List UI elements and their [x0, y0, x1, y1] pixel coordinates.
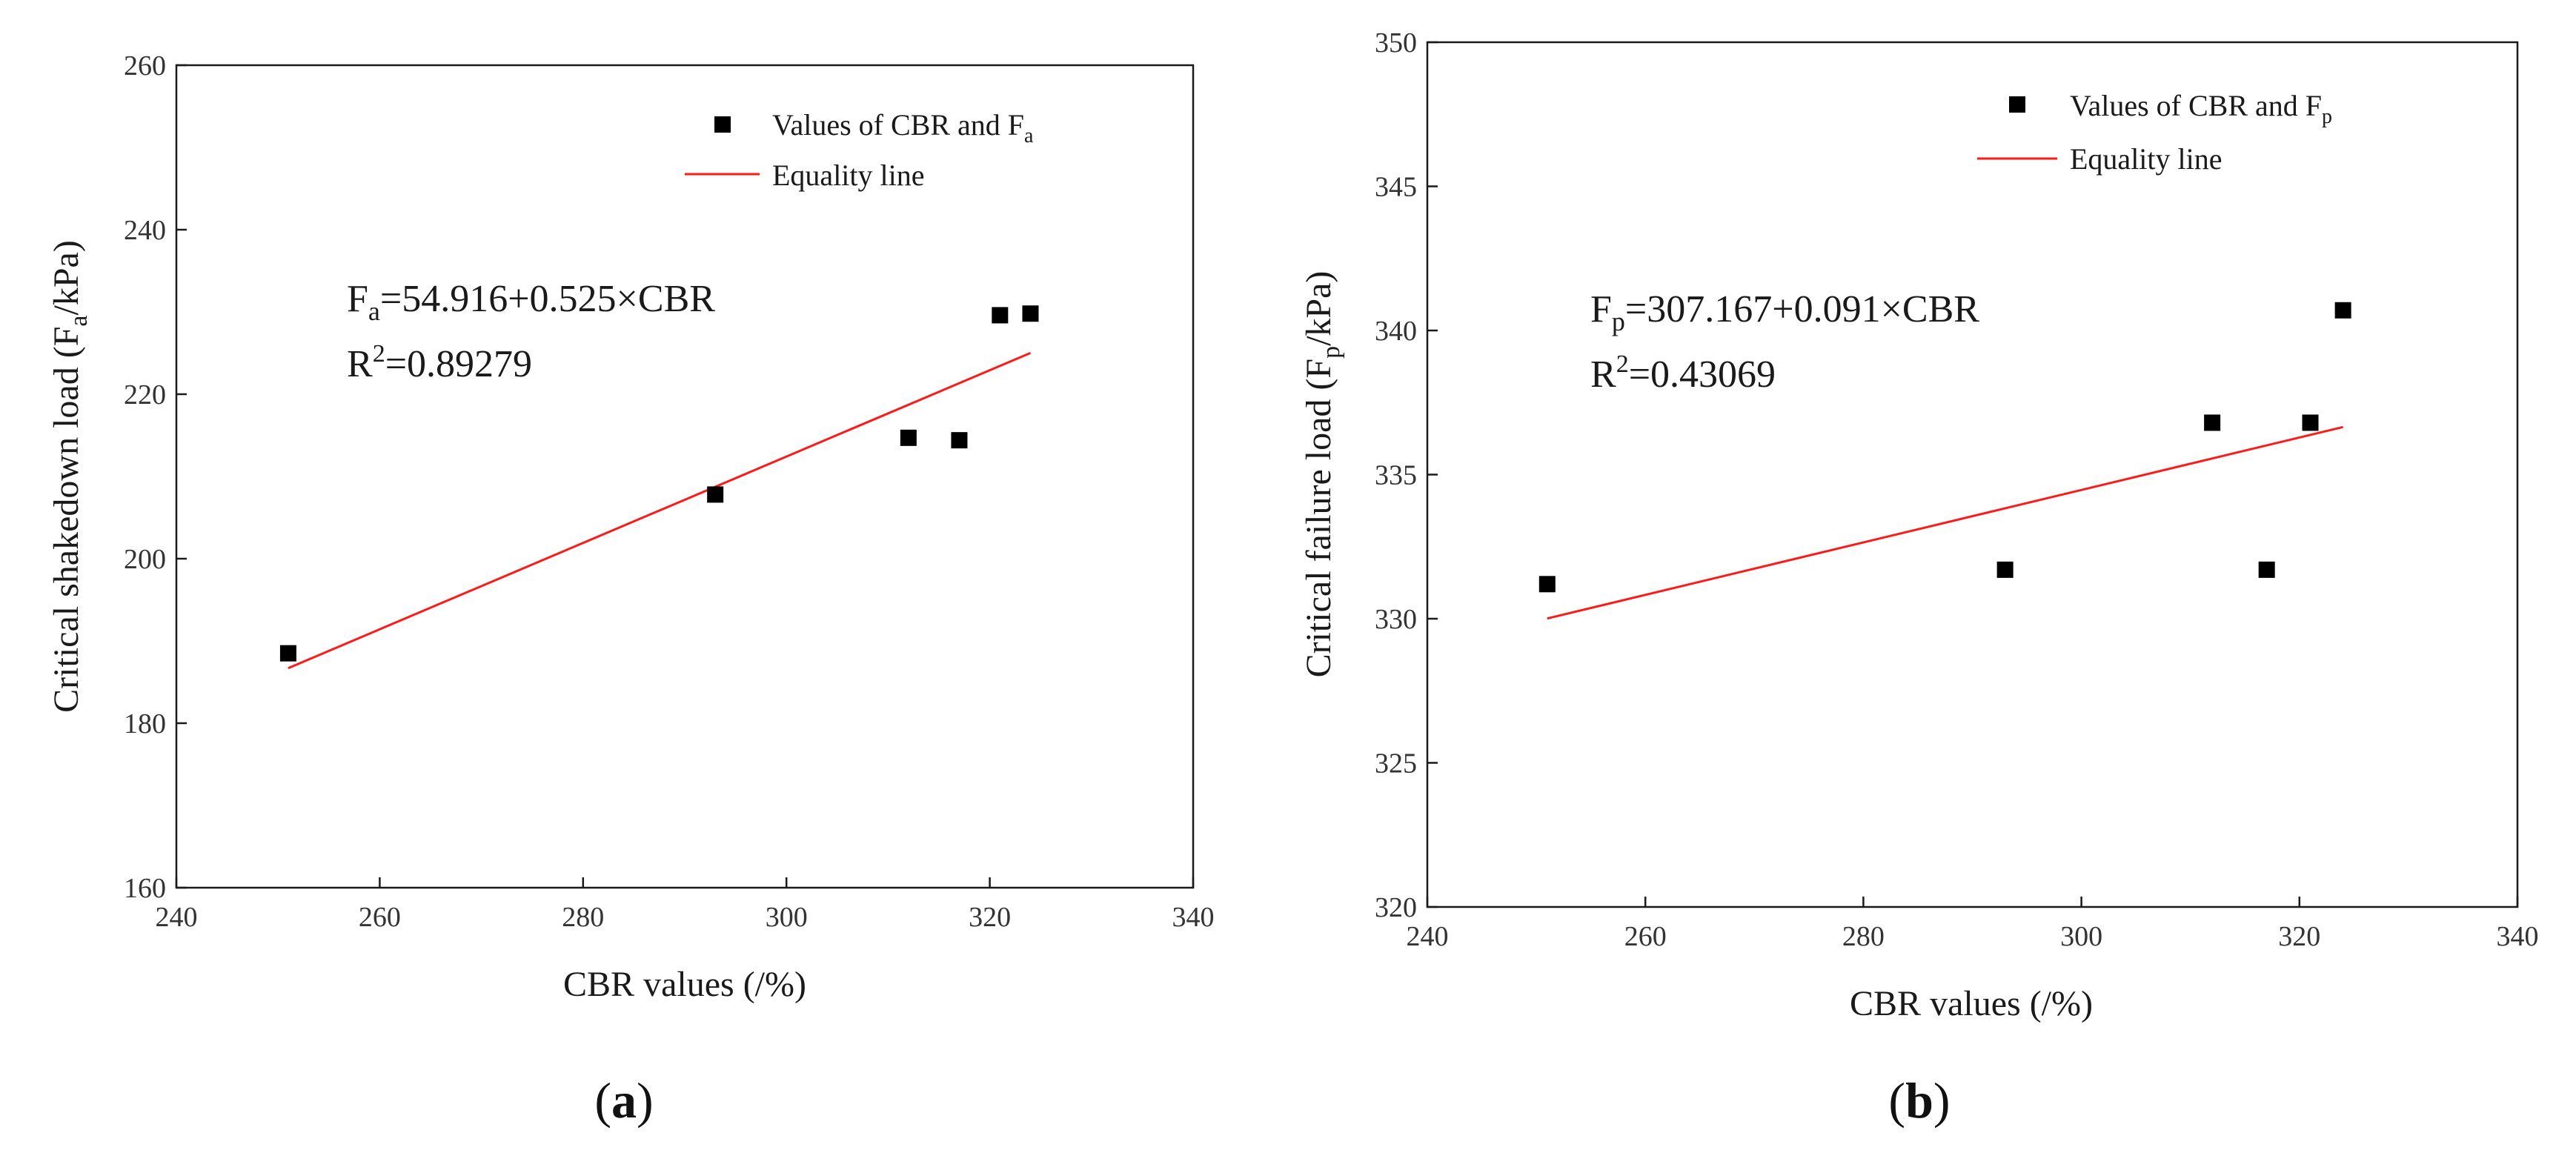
y-tick-label-a: 180: [124, 708, 166, 739]
x-tick-label-a: 280: [562, 902, 604, 933]
data-point-b: [1996, 561, 2014, 578]
data-point-a: [992, 307, 1009, 324]
data-point-a: [707, 486, 724, 503]
x-tick-label-b: 280: [1842, 921, 1885, 952]
y-tick-label-a: 240: [124, 215, 166, 246]
x-tick-label-b: 340: [2497, 921, 2539, 952]
y-tick-label-b: 340: [1375, 316, 1417, 347]
x-tick-label-a: 320: [969, 902, 1011, 933]
panel-label-a: (a): [594, 1072, 653, 1129]
y-tick-label-a: 200: [124, 544, 166, 575]
x-tick-marks-a: [175, 877, 1195, 888]
y-tick-label-b: 350: [1375, 27, 1417, 59]
legend-b: Values of CBR and Fp Equality line: [1977, 89, 2332, 176]
data-point-b: [2258, 561, 2275, 578]
data-point-b: [2204, 414, 2221, 431]
x-tick-label-b: 240: [1407, 921, 1449, 952]
data-point-b: [2334, 302, 2351, 319]
data-point-b: [2302, 414, 2319, 431]
equation-fit-a: Fa=54.916+0.525×CBR: [347, 278, 715, 326]
legend-marker-a: [714, 116, 731, 133]
x-tick-label-b: 300: [2060, 921, 2102, 952]
y-tick-label-b: 345: [1375, 172, 1417, 203]
x-tick-label-a: 340: [1172, 902, 1215, 933]
x-tick-label-a: 300: [766, 902, 808, 933]
legend-line-label-a: Equality line: [772, 159, 925, 192]
y-axis-title-a: Critical shakedown load (Fa/kPa): [47, 240, 93, 713]
equation-r2-b: R2=0.43069: [1590, 350, 1776, 396]
y-axis-title-b: Critical failure load (Fp/kPa): [1299, 271, 1345, 678]
y-tick-marks-a: [176, 64, 187, 889]
chart-panel-a: 240 260 280 300 320 340 160 180 200 220 …: [47, 50, 1215, 1129]
legend-scatter-label-a: Values of CBR and Fa: [772, 108, 1034, 147]
equation-r2-a: R2=0.89279: [347, 340, 532, 385]
data-point-a: [951, 432, 968, 449]
data-point-a: [1022, 305, 1039, 322]
x-tick-label-b: 260: [1624, 921, 1667, 952]
y-tick-label-a: 160: [124, 873, 166, 904]
y-tick-label-b: 325: [1375, 748, 1417, 780]
y-tick-label-a: 260: [124, 50, 166, 82]
y-tick-marks-b: [1427, 41, 1438, 908]
plot-frame-b: [1426, 41, 2519, 908]
x-tick-label-b: 320: [2278, 921, 2320, 952]
y-tick-label-b: 335: [1375, 460, 1417, 491]
y-tick-label-b: 320: [1375, 892, 1417, 923]
x-axis-title-a: CBR values (/%): [563, 965, 806, 1004]
x-tick-marks-b: [1426, 897, 2519, 907]
data-point-b: [1538, 576, 1556, 593]
data-point-a: [900, 429, 917, 446]
fit-line-b: [1547, 425, 2343, 620]
y-tick-label-b: 330: [1375, 604, 1417, 635]
x-axis-title-b: CBR values (/%): [1850, 984, 2093, 1023]
fit-line-a: [288, 351, 1032, 670]
data-point-a: [279, 645, 296, 662]
legend-scatter-label-b: Values of CBR and Fp: [2070, 89, 2332, 128]
legend-marker-b: [2009, 96, 2025, 113]
legend-a: Values of CBR and Fa Equality line: [685, 108, 1034, 192]
plot-frame-a: [175, 64, 1195, 889]
equation-fit-b: Fp=307.167+0.091×CBR: [1590, 288, 1979, 336]
panel-label-b: (b): [1888, 1072, 1950, 1129]
x-tick-label-a: 260: [359, 902, 401, 933]
x-tick-label-a: 240: [156, 902, 198, 933]
chart-panel-b: 240 260 280 300 320 340 320 325 330 335 …: [1299, 27, 2539, 1129]
legend-line-label-b: Equality line: [2070, 142, 2223, 176]
y-tick-label-a: 220: [124, 379, 166, 411]
